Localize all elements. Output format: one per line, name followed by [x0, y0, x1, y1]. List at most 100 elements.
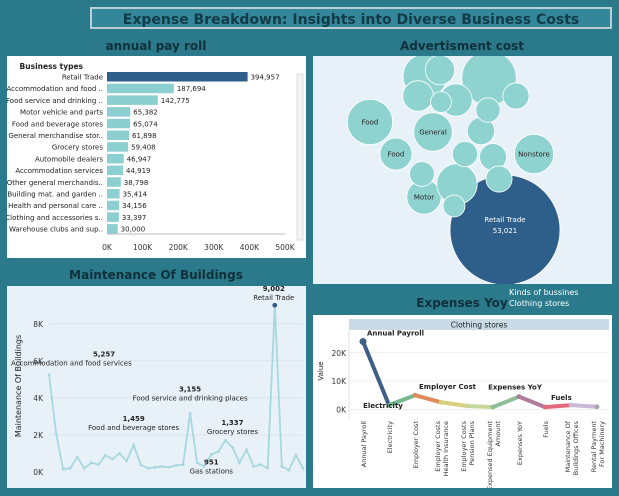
- maintenance-point[interactable]: [61, 467, 65, 471]
- yoy-line-segment: [387, 393, 417, 408]
- maintenance-point[interactable]: [216, 450, 220, 454]
- advert-bubble[interactable]: [413, 112, 453, 152]
- maintenance-point[interactable]: [132, 443, 136, 447]
- maintenance-point[interactable]: [202, 465, 206, 468]
- yoy-x-tick: For Machinery: [598, 421, 606, 467]
- advert-bubble[interactable]: [402, 80, 434, 112]
- payroll-bar[interactable]: [107, 95, 158, 105]
- payroll-category-label: Accommodation and food ..: [7, 85, 103, 93]
- maintenance-point[interactable]: [167, 465, 171, 469]
- advert-bubble[interactable]: [442, 194, 466, 218]
- advert-panel: Retail Trade 53,021 Food Food General Nonstor…: [313, 56, 612, 284]
- yoy-point[interactable]: [568, 402, 574, 408]
- payroll-value-label: 44,919: [126, 167, 151, 175]
- payroll-value-label: 65,074: [133, 120, 158, 128]
- payroll-category-label: Health and personal care ..: [8, 202, 103, 210]
- yoy-chart: Clothing stores Value 0K 10K 20K Annual Pay…: [317, 319, 609, 488]
- maintenance-point[interactable]: [47, 373, 51, 377]
- maintenance-point[interactable]: [231, 445, 234, 449]
- legend-item-clothing[interactable]: Clothing stores: [509, 299, 570, 308]
- payroll-bar[interactable]: [107, 142, 129, 152]
- payroll-bar[interactable]: [107, 72, 248, 82]
- maintenance-point[interactable]: [174, 464, 178, 467]
- payroll-bar[interactable]: [107, 189, 120, 199]
- maintenance-point[interactable]: [96, 463, 100, 466]
- maintenance-point[interactable]: [68, 466, 72, 470]
- maintenance-point[interactable]: [287, 468, 291, 472]
- maintenance-point[interactable]: [245, 448, 248, 452]
- maintenance-annotation-value: 9,002: [263, 286, 285, 293]
- maintenance-point[interactable]: [223, 439, 227, 442]
- advert-bubble[interactable]: [379, 137, 413, 171]
- payroll-bar[interactable]: [107, 107, 131, 117]
- maintenance-point[interactable]: [259, 463, 263, 466]
- maintenance-point[interactable]: [195, 461, 199, 465]
- payroll-scrollbar[interactable]: [296, 73, 304, 241]
- yoy-point[interactable]: [359, 337, 367, 345]
- yoy-point[interactable]: [542, 404, 548, 410]
- payroll-x-tick: 500K: [275, 243, 295, 252]
- dashboard-title-box: Expense Breakdown: Insights into Diverse…: [90, 7, 612, 29]
- yoy-point[interactable]: [594, 404, 600, 410]
- maintenance-point[interactable]: [181, 463, 185, 466]
- payroll-bar[interactable]: [107, 83, 174, 94]
- advert-bubble[interactable]: [430, 91, 452, 113]
- maintenance-point[interactable]: [111, 457, 114, 461]
- payroll-bar[interactable]: [107, 165, 123, 176]
- maintenance-point[interactable]: [209, 452, 213, 456]
- maintenance-annotation-label: Retail Trade: [253, 294, 294, 302]
- payroll-bar[interactable]: [107, 177, 121, 187]
- yoy-point[interactable]: [490, 404, 496, 410]
- maintenance-point[interactable]: [125, 459, 129, 463]
- yoy-point[interactable]: [438, 399, 444, 405]
- advert-bubble[interactable]: [502, 82, 530, 110]
- maintenance-point[interactable]: [266, 466, 270, 470]
- maintenance-y-tick: 8K: [33, 320, 44, 329]
- yoy-x-tick: Rental Payment: [590, 421, 598, 473]
- maintenance-point[interactable]: [89, 461, 93, 465]
- payroll-bar[interactable]: [107, 118, 131, 129]
- maintenance-point[interactable]: [153, 465, 157, 469]
- payroll-bar[interactable]: [107, 153, 124, 164]
- maintenance-point[interactable]: [160, 465, 164, 468]
- maintenance-point[interactable]: [54, 431, 58, 435]
- payroll-bar[interactable]: [107, 224, 118, 234]
- advert-chart: Retail Trade 53,021 Food Food General Nonstor…: [346, 56, 561, 284]
- advert-bubble[interactable]: [513, 133, 555, 175]
- maintenance-point[interactable]: [188, 412, 192, 415]
- advert-bubble[interactable]: [451, 140, 479, 168]
- payroll-chart: Business types Retail Trade 394,957 Accomm…: [7, 62, 304, 252]
- yoy-point[interactable]: [412, 392, 418, 398]
- advert-title: Advertisment cost: [399, 39, 525, 53]
- maintenance-point[interactable]: [301, 466, 305, 470]
- maintenance-point[interactable]: [75, 455, 79, 459]
- maintenance-point[interactable]: [238, 461, 241, 465]
- advert-bubble[interactable]: [485, 165, 513, 193]
- maintenance-point[interactable]: [146, 466, 150, 470]
- payroll-bar[interactable]: [107, 200, 120, 211]
- yoy-title: Expenses Yoy: [416, 296, 508, 310]
- yoy-point[interactable]: [516, 394, 522, 400]
- payroll-bar[interactable]: [107, 130, 130, 141]
- maintenance-point[interactable]: [139, 463, 143, 466]
- maintenance-annotation-value: 3,155: [179, 386, 201, 394]
- payroll-value-label: 142,775: [161, 97, 190, 105]
- payroll-category-label: Grocery stores: [52, 144, 104, 152]
- maintenance-title: Maintenance Of Buildings: [69, 268, 243, 282]
- payroll-bar[interactable]: [107, 212, 119, 222]
- advert-bubble[interactable]: [346, 98, 394, 146]
- maintenance-point[interactable]: [104, 453, 107, 457]
- maintenance-point[interactable]: [280, 465, 284, 468]
- yoy-point[interactable]: [464, 403, 470, 409]
- advert-bubble[interactable]: [409, 161, 435, 187]
- maintenance-point[interactable]: [294, 453, 298, 457]
- maintenance-point[interactable]: [272, 302, 278, 308]
- yoy-line-segment: [491, 394, 521, 410]
- advert-bubble[interactable]: [475, 97, 501, 123]
- advert-bubble-label: Motor: [414, 194, 434, 202]
- maintenance-point[interactable]: [82, 466, 86, 470]
- maintenance-point[interactable]: [118, 452, 121, 455]
- yoy-point[interactable]: [386, 402, 392, 408]
- advert-bubble[interactable]: [424, 56, 456, 86]
- maintenance-point[interactable]: [252, 465, 256, 468]
